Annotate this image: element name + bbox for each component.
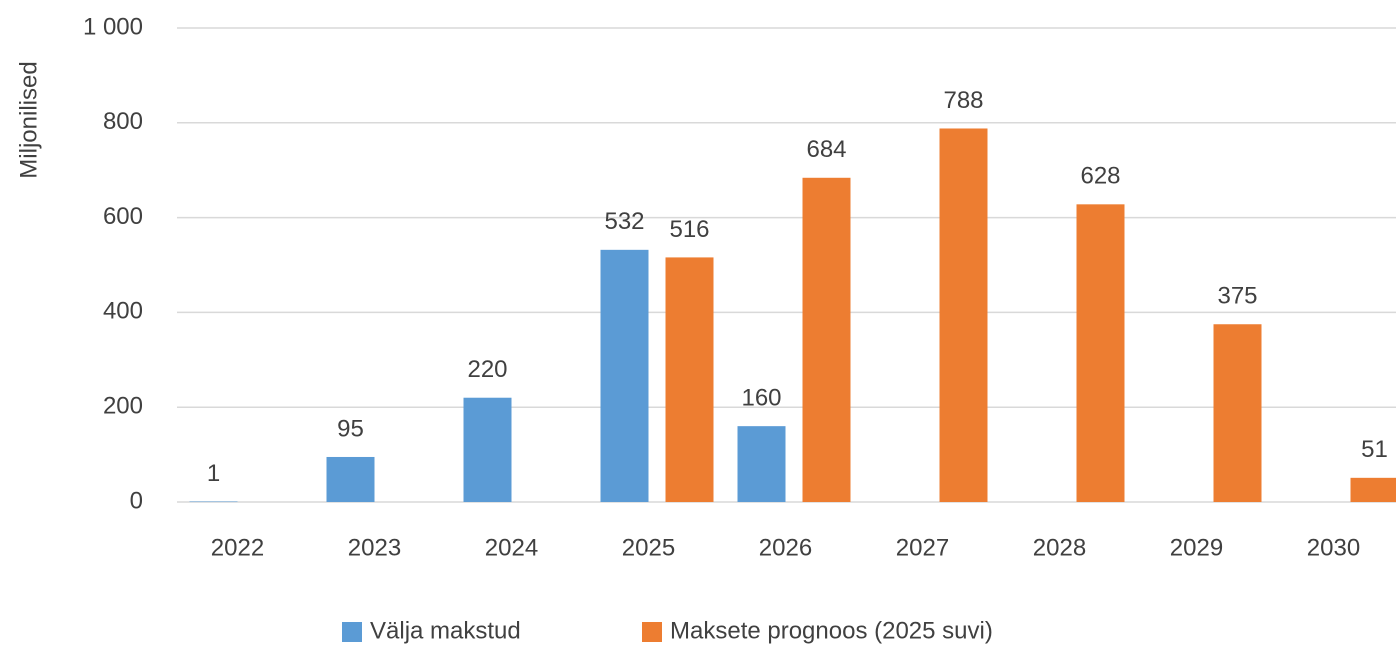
- y-tick-label: 1 000: [83, 13, 143, 40]
- bar: [802, 177, 851, 502]
- y-tick-label: 800: [103, 108, 143, 135]
- y-tick-label: 0: [130, 487, 143, 514]
- x-tick-label: 2029: [1170, 534, 1223, 561]
- x-tick-label: 2024: [485, 534, 538, 561]
- x-tick-label: 2025: [622, 534, 675, 561]
- x-tick-label: 2023: [348, 534, 401, 561]
- data-label: 160: [741, 385, 781, 412]
- bar: [326, 456, 375, 502]
- bar: [665, 257, 714, 502]
- legend-swatch: [342, 622, 362, 642]
- data-label: 628: [1080, 163, 1120, 190]
- legend-label: Välja makstud: [370, 617, 521, 644]
- x-tick-label: 2027: [896, 534, 949, 561]
- data-label: 532: [604, 208, 644, 235]
- legend-label: Maksete prognoos (2025 suvi): [670, 617, 993, 644]
- x-tick-label: 2028: [1033, 534, 1086, 561]
- bar: [1350, 477, 1396, 502]
- bar: [737, 426, 786, 502]
- legend-swatch: [642, 622, 662, 642]
- data-label: 51: [1361, 436, 1388, 463]
- bar: [939, 128, 988, 502]
- data-label: 684: [806, 136, 846, 163]
- bar: [1213, 324, 1262, 502]
- bar: [463, 397, 512, 502]
- data-label: 788: [943, 87, 983, 114]
- x-tick-label: 2026: [759, 534, 812, 561]
- y-tick-label: 600: [103, 203, 143, 230]
- y-tick-label: 200: [103, 393, 143, 420]
- x-tick-label: 2030: [1307, 534, 1360, 561]
- bar: [189, 501, 238, 503]
- y-axis-label: Miljonilised: [15, 61, 42, 178]
- data-label: 220: [467, 356, 507, 383]
- y-tick-label: 400: [103, 298, 143, 325]
- data-label: 95: [337, 415, 364, 442]
- data-label: 516: [669, 216, 709, 243]
- data-label: 1: [207, 460, 220, 487]
- bar: [1076, 204, 1125, 502]
- x-tick-label: 2022: [211, 534, 264, 561]
- data-label: 375: [1217, 283, 1257, 310]
- bar: [600, 249, 649, 502]
